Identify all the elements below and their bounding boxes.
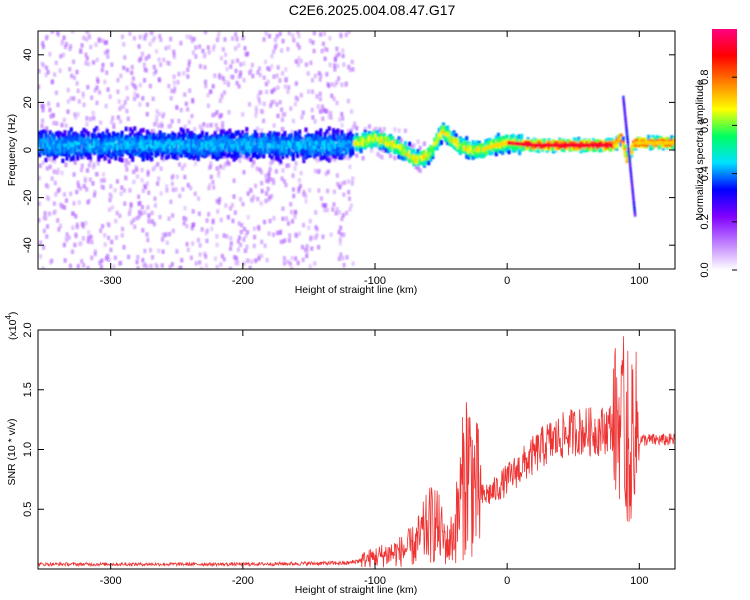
colorbar-ticks: 0.0 0.2 0.4 0.6 0.8 bbox=[699, 70, 737, 278]
snr-ytick-label: 2.0 bbox=[22, 322, 34, 337]
spectrogram-xlabel: Height of straight line (km) bbox=[295, 284, 418, 296]
colorbar-tick-label: 0.8 bbox=[699, 70, 711, 85]
colorbar-tick-label: 0.6 bbox=[699, 118, 711, 133]
figure-title: C2E6.2025.004.08.47.G17 bbox=[289, 2, 456, 18]
snr-xtick-label: -300 bbox=[100, 575, 122, 587]
spectrogram-cells bbox=[38, 31, 675, 269]
snr-ytick-label: 0.5 bbox=[22, 502, 34, 517]
snr-ytick-label: 1.0 bbox=[22, 442, 34, 457]
snr-ytick-label: 1.5 bbox=[22, 382, 34, 397]
snr-xlabel: Height of straight line (km) bbox=[295, 584, 418, 596]
spectrogram-ytick-label: 20 bbox=[22, 96, 34, 108]
colorbar: 0.0 0.2 0.4 0.6 0.8 Normalized spectral ampl… bbox=[694, 29, 737, 278]
colorbar-tick-label: 0.2 bbox=[699, 214, 711, 229]
colorbar-tick-label: 0.0 bbox=[699, 262, 711, 277]
spectrogram-ytick-label: -40 bbox=[22, 237, 34, 253]
snr-ylabel: SNR (10 * v/v) bbox=[6, 418, 18, 485]
spectrogram-xtick-label: 0 bbox=[504, 275, 510, 287]
snr-xtick-label: 100 bbox=[630, 575, 648, 587]
snr-multiplier-base: (x10 bbox=[7, 319, 19, 340]
snr-xtick-label: 0 bbox=[504, 575, 510, 587]
snr-multiplier-exp: 4 bbox=[4, 315, 13, 320]
spectrogram-ylabel: Frequency (Hz) bbox=[6, 114, 18, 186]
snr-multiplier: (x104) bbox=[4, 312, 19, 340]
colorbar-label: Normalized spectral amplitude bbox=[694, 79, 706, 220]
spectrogram-ytick-label: -20 bbox=[22, 190, 34, 206]
spectrogram-xtick-label: 100 bbox=[630, 275, 648, 287]
spectrogram-xtick-label: -300 bbox=[100, 275, 122, 287]
snr-xtick-label: -100 bbox=[364, 575, 386, 587]
snr-ticks: -300 -200 -100 0 100 0.5 1.0 1.5 2.0 bbox=[22, 322, 675, 587]
colorbar-bar bbox=[712, 29, 737, 270]
snr-multiplier-close: ) bbox=[7, 312, 19, 316]
snr-panel: -300 -200 -100 0 100 0.5 1.0 1.5 2.0 Height of s… bbox=[4, 312, 676, 596]
colorbar-tick-label: 0.4 bbox=[699, 166, 711, 181]
snr-xtick-label: -200 bbox=[232, 575, 254, 587]
spectrogram-ytick-label: 40 bbox=[22, 49, 34, 61]
spectrogram-ytick-label: 0 bbox=[22, 147, 34, 153]
spectrogram-xtick-label: -200 bbox=[232, 275, 254, 287]
snr-series-line bbox=[38, 336, 675, 568]
spectrogram-xtick-label: -100 bbox=[364, 275, 386, 287]
